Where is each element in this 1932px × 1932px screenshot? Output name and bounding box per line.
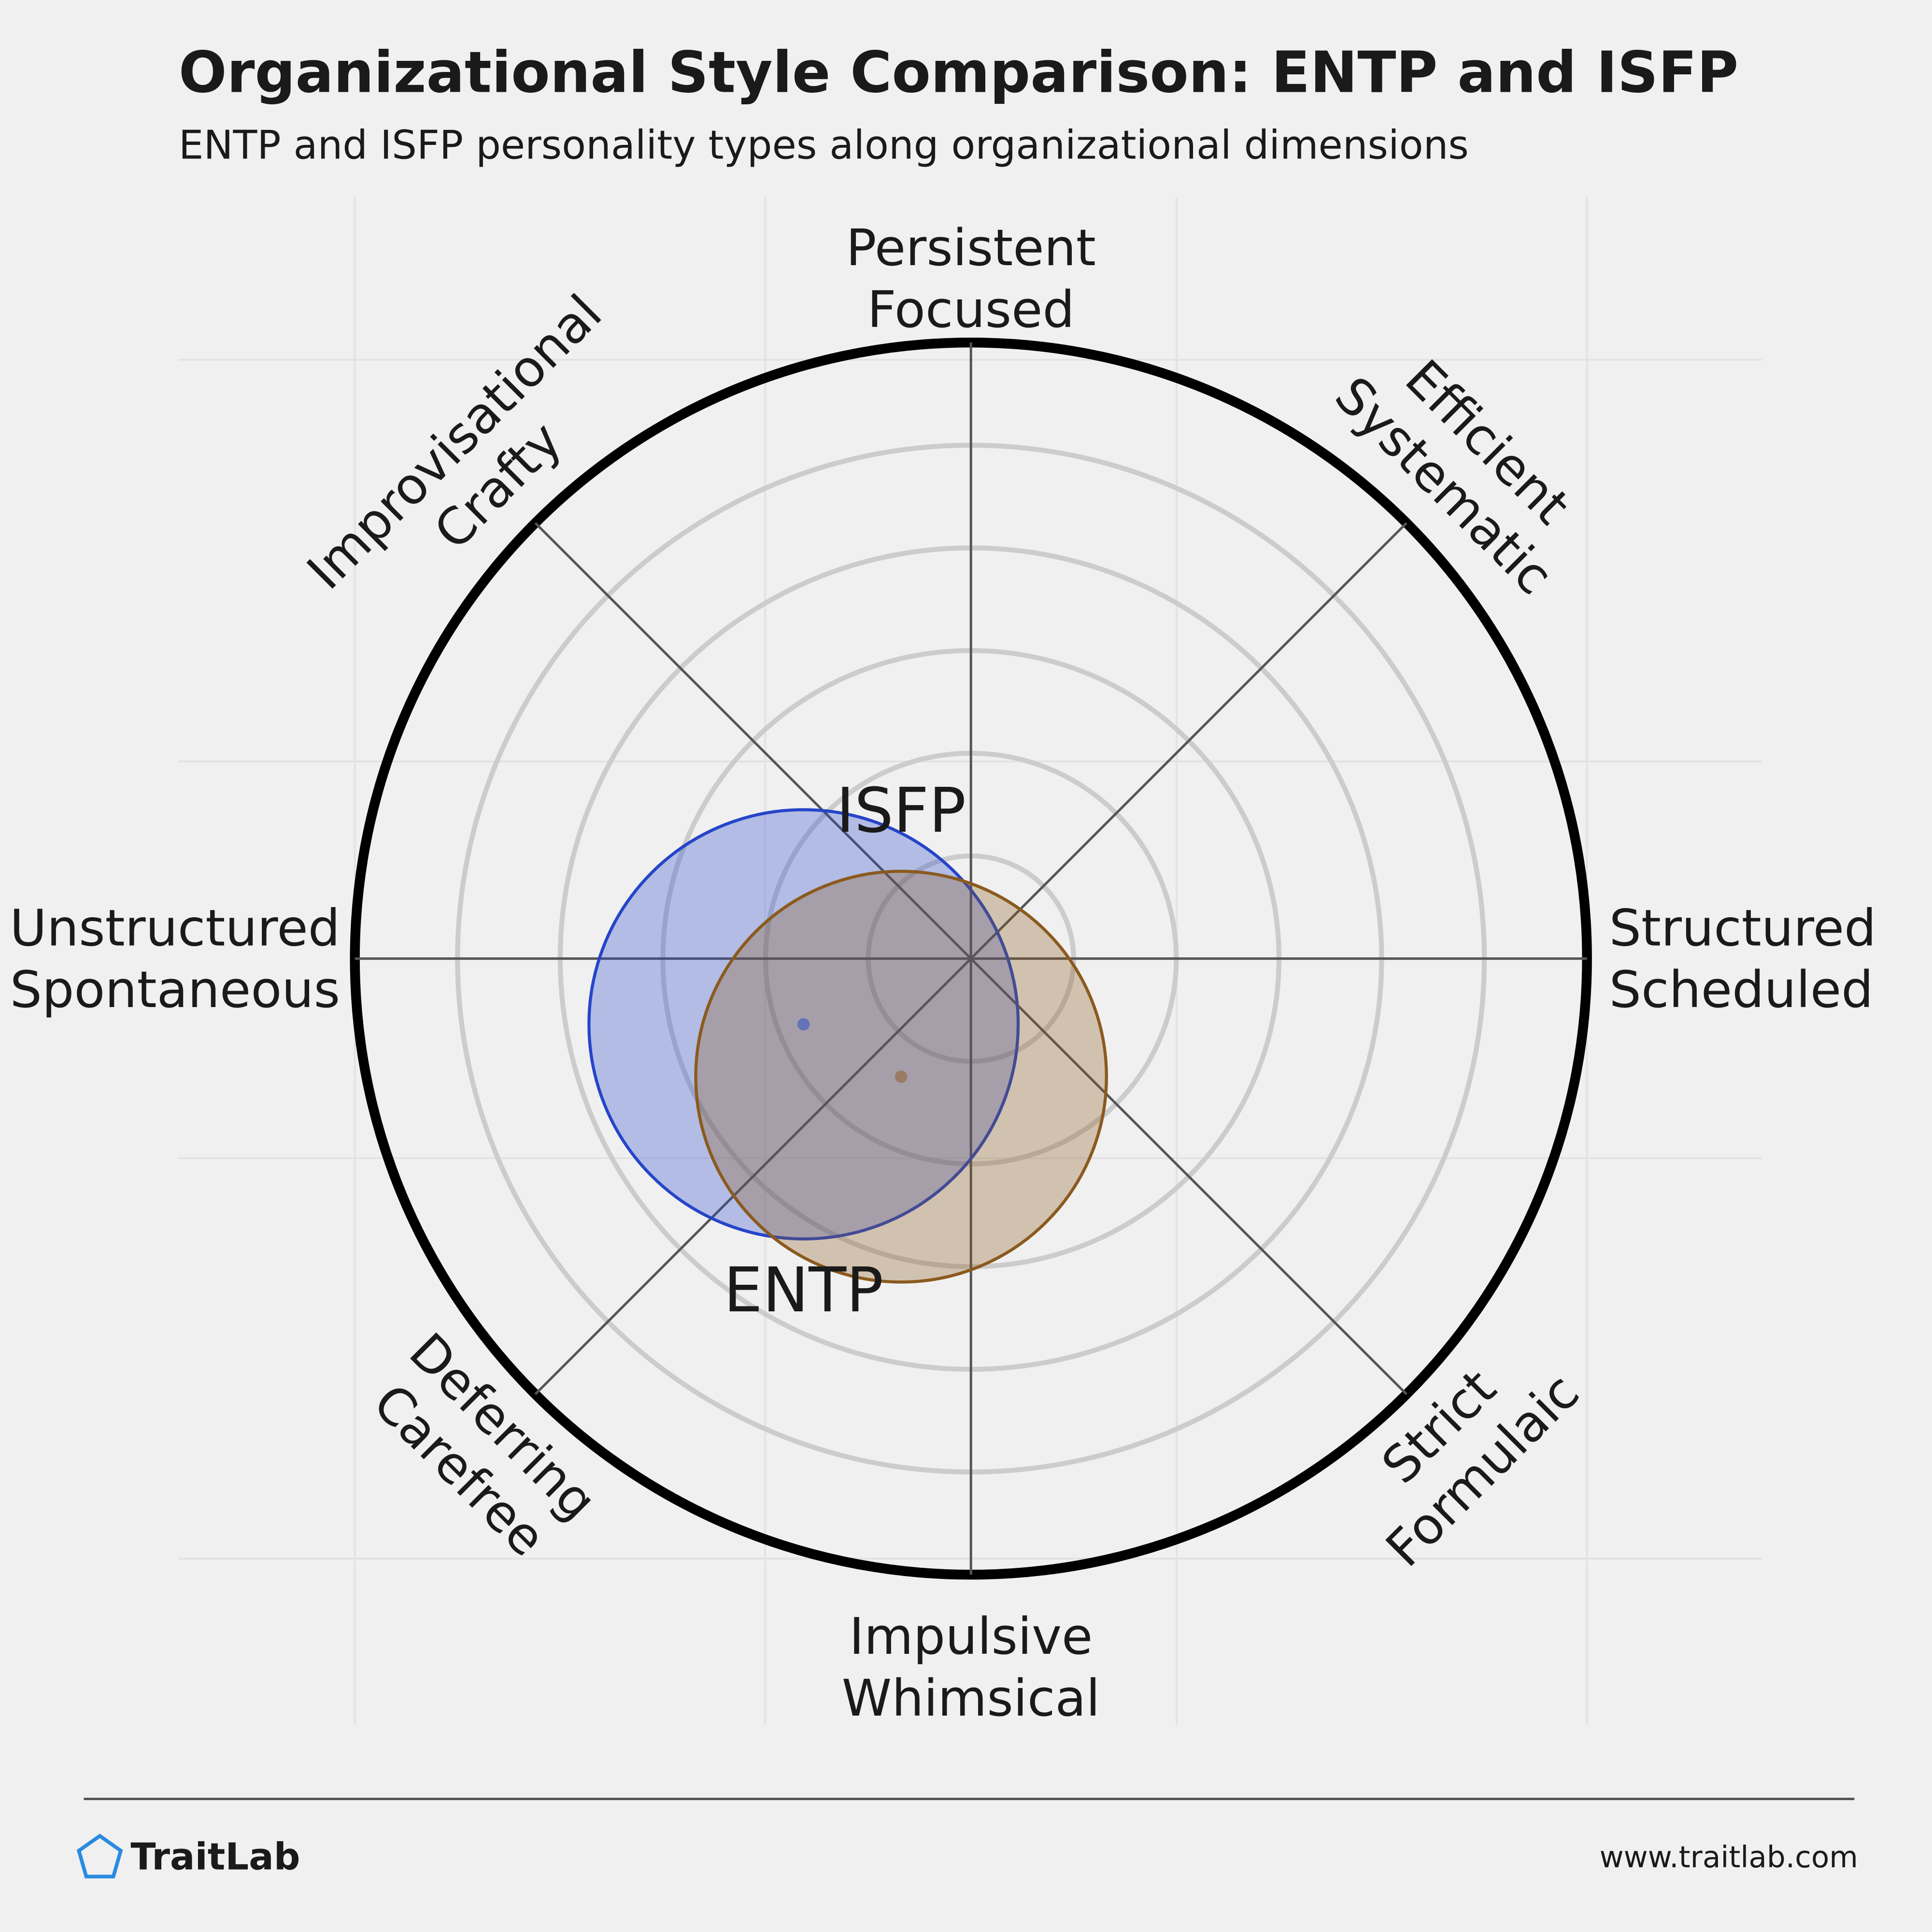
brand-logo xyxy=(76,1833,123,1879)
brand-name: TraitLab xyxy=(130,1835,300,1878)
axis-label-line: Spontaneous xyxy=(10,960,341,1019)
chart-title: Organizational Style Comparison: ENTP an… xyxy=(179,39,1738,105)
axis-label-line: Whimsical xyxy=(842,1669,1100,1728)
type-center xyxy=(797,1018,810,1031)
axis-label-line: Scheduled xyxy=(1609,960,1874,1019)
type-center xyxy=(895,1070,908,1083)
footer-url: www.traitlab.com xyxy=(1600,1840,1858,1875)
axis-label-line: Structured xyxy=(1609,898,1876,957)
spoke xyxy=(534,522,1407,1395)
series-label: ISFP xyxy=(836,775,966,847)
axis-label-line: Focused xyxy=(867,280,1075,339)
axis-label-line: Unstructured xyxy=(10,898,340,957)
series-label: ENTP xyxy=(724,1255,883,1326)
chart-subtitle: ENTP and ISFP personality types along or… xyxy=(179,123,1469,169)
axis-label-line: Impulsive xyxy=(849,1607,1093,1666)
axis-label-line: Persistent xyxy=(846,218,1096,277)
